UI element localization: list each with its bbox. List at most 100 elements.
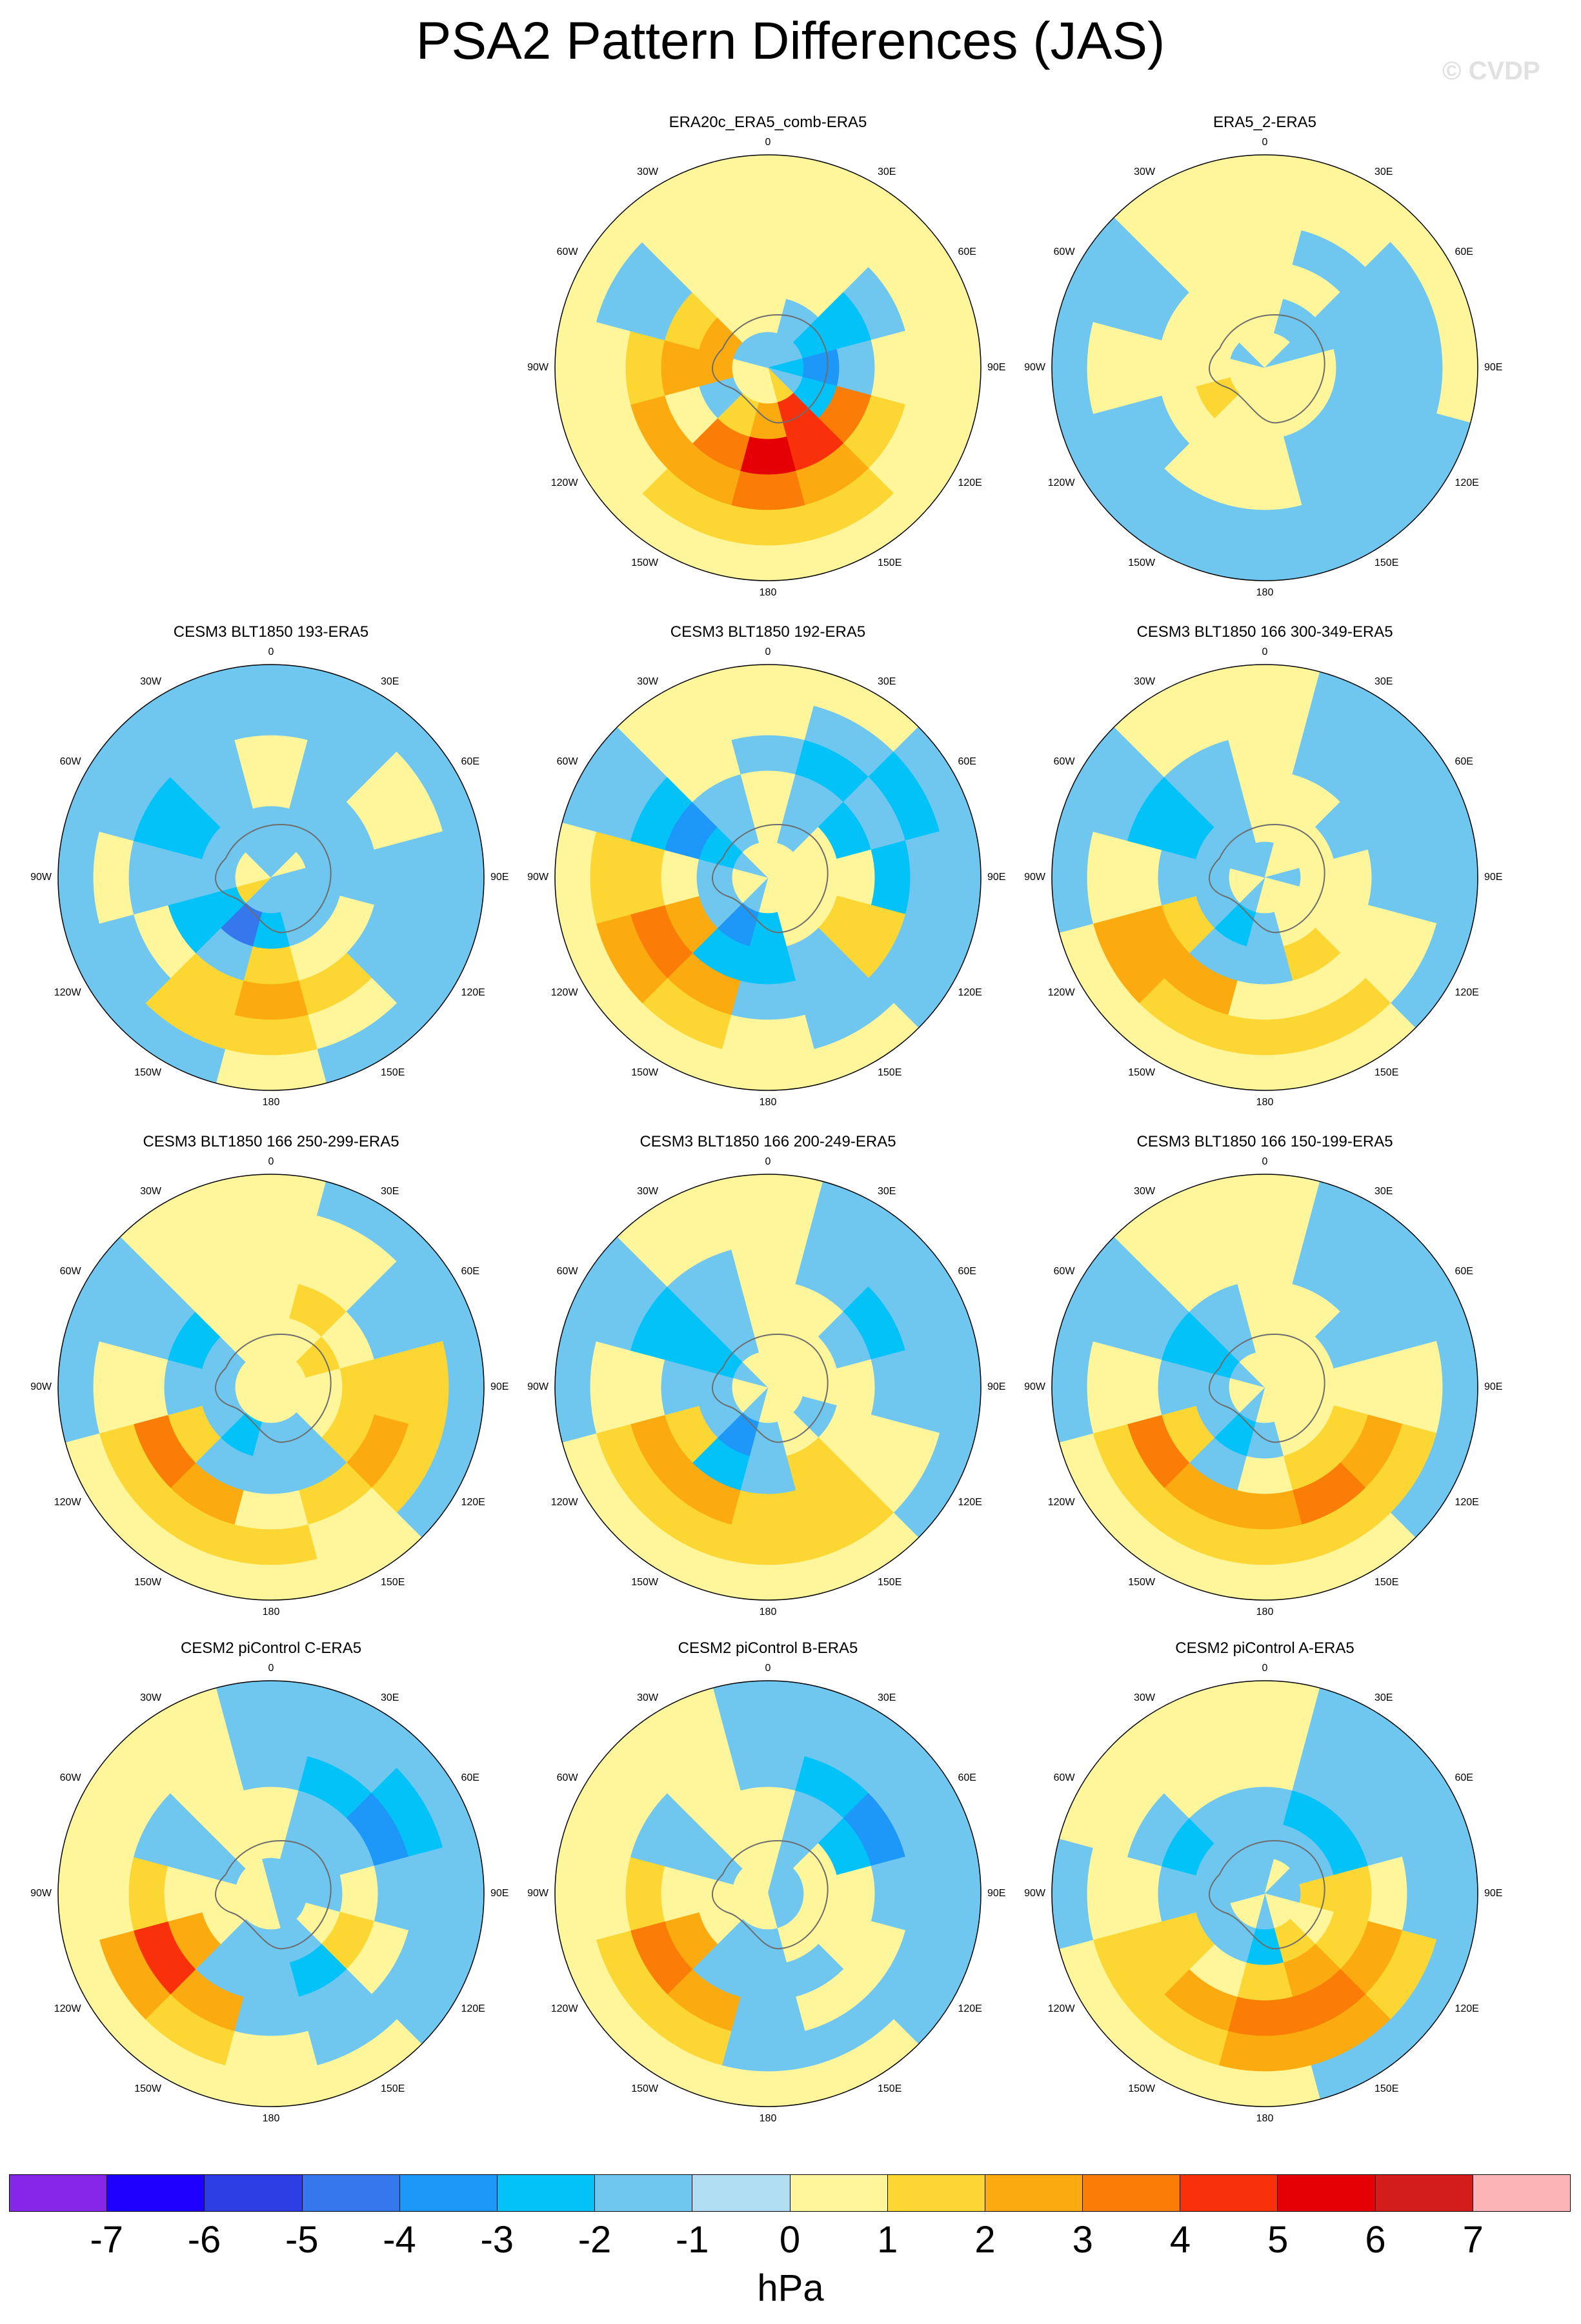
field-cell (742, 1352, 769, 1388)
longitude-label: 30W (637, 1185, 658, 1197)
longitude-label: 30E (878, 166, 896, 177)
field-cell (1236, 436, 1293, 475)
field-cell (1236, 1280, 1293, 1319)
field-cell (1218, 1209, 1311, 1250)
field-cell (373, 840, 414, 915)
colorbar-tick-label: 1 (877, 2219, 898, 2261)
panel-title: CESM2 piControl B-ERA5 (678, 1639, 858, 1657)
longitude-label: 120W (550, 1497, 578, 1508)
longitude-label: 60W (1053, 1266, 1075, 1277)
field-cell (373, 1856, 414, 1931)
longitude-label: 120E (958, 477, 982, 488)
field-cell (740, 1455, 796, 1494)
longitude-label: 180 (759, 1097, 777, 1108)
longitude-label: 60E (461, 1266, 479, 1277)
field-cell (243, 1280, 299, 1319)
field-cell (1087, 1847, 1128, 1940)
longitude-label: 150W (1128, 557, 1155, 569)
colorbar-tick-label: -4 (383, 2219, 416, 2261)
field-cell (225, 1716, 317, 1757)
colorbar-tick-label: 6 (1365, 2219, 1386, 2261)
longitude-label: 150E (878, 2083, 902, 2095)
longitude-label: 60W (556, 1772, 578, 1783)
colorbar-cell (790, 2175, 888, 2211)
longitude-label: 90W (1024, 1381, 1045, 1392)
map-border (554, 154, 982, 581)
polar-map (57, 1174, 485, 1601)
longitude-label: 60W (556, 246, 578, 257)
colorbar-tick-label: 5 (1267, 2219, 1289, 2261)
longitude-label: 180 (262, 1607, 280, 1618)
field-cell (225, 1524, 317, 1565)
colorbar (9, 2174, 1571, 2212)
field-cell (1227, 1751, 1302, 1792)
map-border (1051, 1174, 1478, 1601)
field-cell (1158, 1865, 1197, 1922)
coastline (1209, 1334, 1325, 1443)
field-cell (1227, 1489, 1302, 1530)
longitude-label: 30E (878, 676, 896, 687)
longitude-label: 90W (527, 1888, 549, 1899)
colorbar-tick-label: 2 (974, 2219, 996, 2261)
field-cell (1239, 843, 1265, 879)
longitude-label: 90E (1484, 1381, 1503, 1392)
longitude-label: 30E (381, 676, 399, 687)
longitude-label: 60E (461, 756, 479, 767)
panel-title: CESM3 BLT1850 192-ERA5 (670, 623, 866, 641)
field-cell (1122, 1350, 1163, 1425)
field-cell (408, 831, 449, 924)
longitude-label: 90E (1484, 872, 1503, 883)
colorbar-cell (1278, 2175, 1376, 2211)
longitude-label: 180 (1256, 587, 1274, 598)
longitude-label: 90W (527, 1381, 549, 1392)
longitude-label: 30W (637, 1692, 658, 1703)
coastline (215, 1334, 332, 1443)
longitude-label: 180 (262, 2113, 280, 2124)
longitude-label: 90E (1484, 362, 1503, 373)
field-cell (225, 1014, 317, 1056)
colorbar-tick-label: -6 (187, 2219, 221, 2261)
field-cell (1236, 1961, 1293, 2001)
field-cell (1158, 339, 1197, 396)
field-cell (1218, 190, 1311, 231)
longitude-label: 90E (987, 362, 1006, 373)
longitude-label: 150E (381, 2083, 405, 2095)
field-cell (730, 1489, 805, 1530)
field-cell (1367, 1856, 1407, 1931)
longitude-label: 150W (1128, 1577, 1155, 1588)
map-border (1051, 664, 1478, 1091)
longitude-label: 120E (1455, 477, 1479, 488)
colorbar-tick-label: -3 (480, 2219, 514, 2261)
longitude-label: 150E (1375, 1577, 1399, 1588)
field-cell (1087, 1341, 1128, 1434)
field-cell (870, 1350, 911, 1425)
coastline (712, 1334, 829, 1443)
longitude-label: 60W (1053, 1772, 1075, 1783)
field-cell (1402, 321, 1443, 414)
colorbar-cell (1180, 2175, 1278, 2211)
colorbar-tick-label: -5 (285, 2219, 319, 2261)
field-cell (661, 1865, 700, 1922)
map-border (1051, 154, 1478, 581)
field-cell (905, 1847, 946, 1940)
longitude-label: 120E (461, 987, 485, 998)
longitude-label: 0 (1262, 646, 1268, 657)
field-cell (245, 843, 272, 879)
field-cell (740, 1280, 796, 1319)
longitude-label: 0 (1262, 1156, 1268, 1167)
field-cell (1239, 1352, 1265, 1388)
field-cell (661, 339, 700, 396)
field-cell (1367, 1350, 1407, 1425)
longitude-label: 180 (759, 587, 777, 598)
field-cell (905, 1341, 946, 1434)
longitude-label: 30E (381, 1692, 399, 1703)
panel-title: CESM3 BLT1850 166 300-349-ERA5 (1136, 623, 1393, 641)
field-cell (590, 1341, 631, 1434)
map-border (1051, 1680, 1478, 2107)
longitude-label: 30E (878, 1185, 896, 1197)
longitude-label: 60E (1455, 1266, 1473, 1277)
field-cell (408, 1341, 449, 1434)
field-cell (243, 1961, 299, 2001)
field-cell (234, 735, 308, 776)
longitude-label: 90E (490, 1381, 509, 1392)
